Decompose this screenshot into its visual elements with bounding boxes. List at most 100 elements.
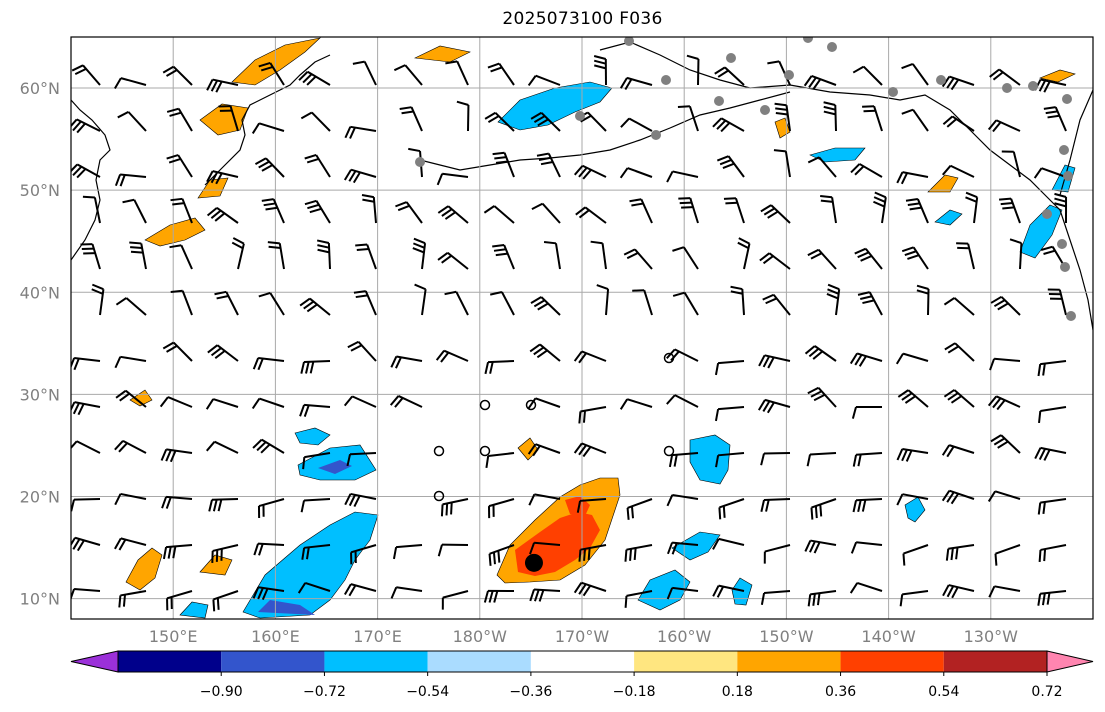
wind-barb bbox=[712, 537, 745, 550]
colorbar-label: 0.54 bbox=[928, 684, 959, 700]
wind-barbs bbox=[71, 54, 1068, 612]
lon-label: 150°E bbox=[149, 627, 198, 646]
wind-barb bbox=[91, 283, 105, 316]
wind-barb bbox=[854, 247, 883, 270]
wind-barb bbox=[253, 542, 285, 556]
wind-barb bbox=[71, 498, 101, 512]
station-dot bbox=[1066, 311, 1076, 321]
station-dot bbox=[624, 37, 634, 46]
station-dot bbox=[415, 157, 425, 167]
wind-barb bbox=[762, 293, 791, 316]
aleutian-chain bbox=[419, 91, 791, 171]
wind-barb bbox=[760, 452, 791, 466]
wind-barb bbox=[714, 360, 745, 376]
wind-barb bbox=[492, 243, 515, 270]
wpac-orange-4 bbox=[197, 177, 229, 199]
wind-barb bbox=[596, 284, 610, 316]
storm-center-marker bbox=[524, 553, 543, 572]
wind-barb bbox=[849, 352, 883, 367]
wind-barb bbox=[71, 118, 101, 134]
alaska-coast bbox=[599, 41, 1093, 331]
station-dot bbox=[936, 75, 946, 85]
wind-barb bbox=[82, 195, 101, 224]
wind-barb bbox=[759, 252, 791, 270]
wind-barb bbox=[629, 198, 653, 224]
wind-barb bbox=[573, 164, 607, 180]
wind-barb bbox=[115, 389, 147, 408]
wind-barb bbox=[488, 544, 515, 566]
lat-label: 20°N bbox=[20, 487, 60, 506]
lat-labels: 60°N 50°N 40°N 30°N 20°N 10°N bbox=[20, 79, 60, 609]
wind-barb bbox=[820, 194, 837, 224]
wind-barb bbox=[71, 64, 101, 86]
wind-barb bbox=[528, 493, 561, 506]
map-frame bbox=[70, 36, 1094, 620]
wind-barb bbox=[435, 349, 469, 363]
station-dot bbox=[1042, 209, 1052, 219]
wind-barb bbox=[353, 290, 377, 316]
wind-barb bbox=[159, 396, 193, 408]
wind-barb bbox=[316, 239, 331, 270]
wind-barb bbox=[1047, 288, 1067, 316]
calm-circle bbox=[479, 445, 491, 457]
lon-labels: 150°E 160°E 170°E 180°W 170°W 160°W 150°W 140°W… bbox=[149, 627, 1018, 646]
wind-barb bbox=[1001, 150, 1021, 178]
wind-barb bbox=[624, 590, 653, 608]
wind-barb bbox=[806, 452, 837, 467]
wind-barb bbox=[484, 360, 515, 375]
wind-barb bbox=[300, 498, 331, 513]
wind-barb bbox=[941, 489, 975, 505]
wind-barb bbox=[807, 386, 837, 408]
calm-circle bbox=[479, 399, 491, 411]
wind-barb bbox=[1043, 106, 1067, 132]
station-dot bbox=[1062, 94, 1072, 104]
wind-barb bbox=[632, 289, 653, 316]
wind-barb bbox=[71, 440, 101, 454]
wind-barb bbox=[344, 492, 377, 507]
wind-barb bbox=[988, 585, 1021, 598]
wind-barb bbox=[987, 395, 1021, 411]
lon-label: 170°E bbox=[353, 627, 402, 646]
wind-barb bbox=[942, 584, 975, 599]
wind-barb bbox=[393, 64, 423, 86]
wind-barb bbox=[990, 434, 1021, 454]
wind-barb bbox=[760, 204, 791, 224]
wind-barb bbox=[850, 163, 883, 178]
wpac-blue-4 bbox=[179, 601, 209, 619]
lon-label: 160°W bbox=[657, 627, 712, 646]
wind-barb bbox=[414, 283, 427, 316]
wind-barb bbox=[169, 244, 193, 270]
wind-barb bbox=[672, 291, 699, 316]
wind-barb bbox=[114, 173, 147, 187]
wind-barb bbox=[251, 122, 285, 134]
wind-barb bbox=[810, 498, 837, 520]
wind-barb bbox=[619, 76, 653, 90]
wind-barb bbox=[576, 498, 607, 513]
colorbar-label: −0.36 bbox=[509, 684, 552, 700]
wind-barb bbox=[851, 405, 883, 419]
wind-barb bbox=[666, 394, 699, 408]
wind-barb bbox=[536, 152, 561, 178]
wind-barb bbox=[267, 241, 285, 270]
wind-barb bbox=[573, 581, 607, 597]
station-dot bbox=[888, 87, 898, 97]
station-dots bbox=[415, 37, 1076, 321]
wind-barb bbox=[114, 537, 147, 551]
wind-barb bbox=[483, 589, 515, 603]
wind-barb bbox=[389, 395, 423, 408]
wind-barb bbox=[437, 543, 469, 557]
wpac-blue-3 bbox=[294, 427, 331, 446]
wind-barb bbox=[343, 168, 377, 184]
wind-barb bbox=[1009, 238, 1023, 270]
wind-barb bbox=[440, 498, 469, 517]
map-title: 2025073100 F036 bbox=[502, 9, 663, 29]
wind-barb bbox=[529, 343, 561, 362]
colorbar-labels: −0.90 −0.72 −0.54 −0.36 −0.18 0.18 0.36 0.54 0.7… bbox=[200, 672, 1063, 700]
wind-barb bbox=[252, 438, 285, 454]
wind-barb bbox=[942, 115, 975, 132]
wind-barb bbox=[987, 490, 1021, 502]
wind-barb bbox=[161, 495, 193, 509]
wind-barb bbox=[170, 289, 193, 316]
wind-barb bbox=[943, 297, 975, 316]
wind-barb bbox=[578, 544, 607, 562]
